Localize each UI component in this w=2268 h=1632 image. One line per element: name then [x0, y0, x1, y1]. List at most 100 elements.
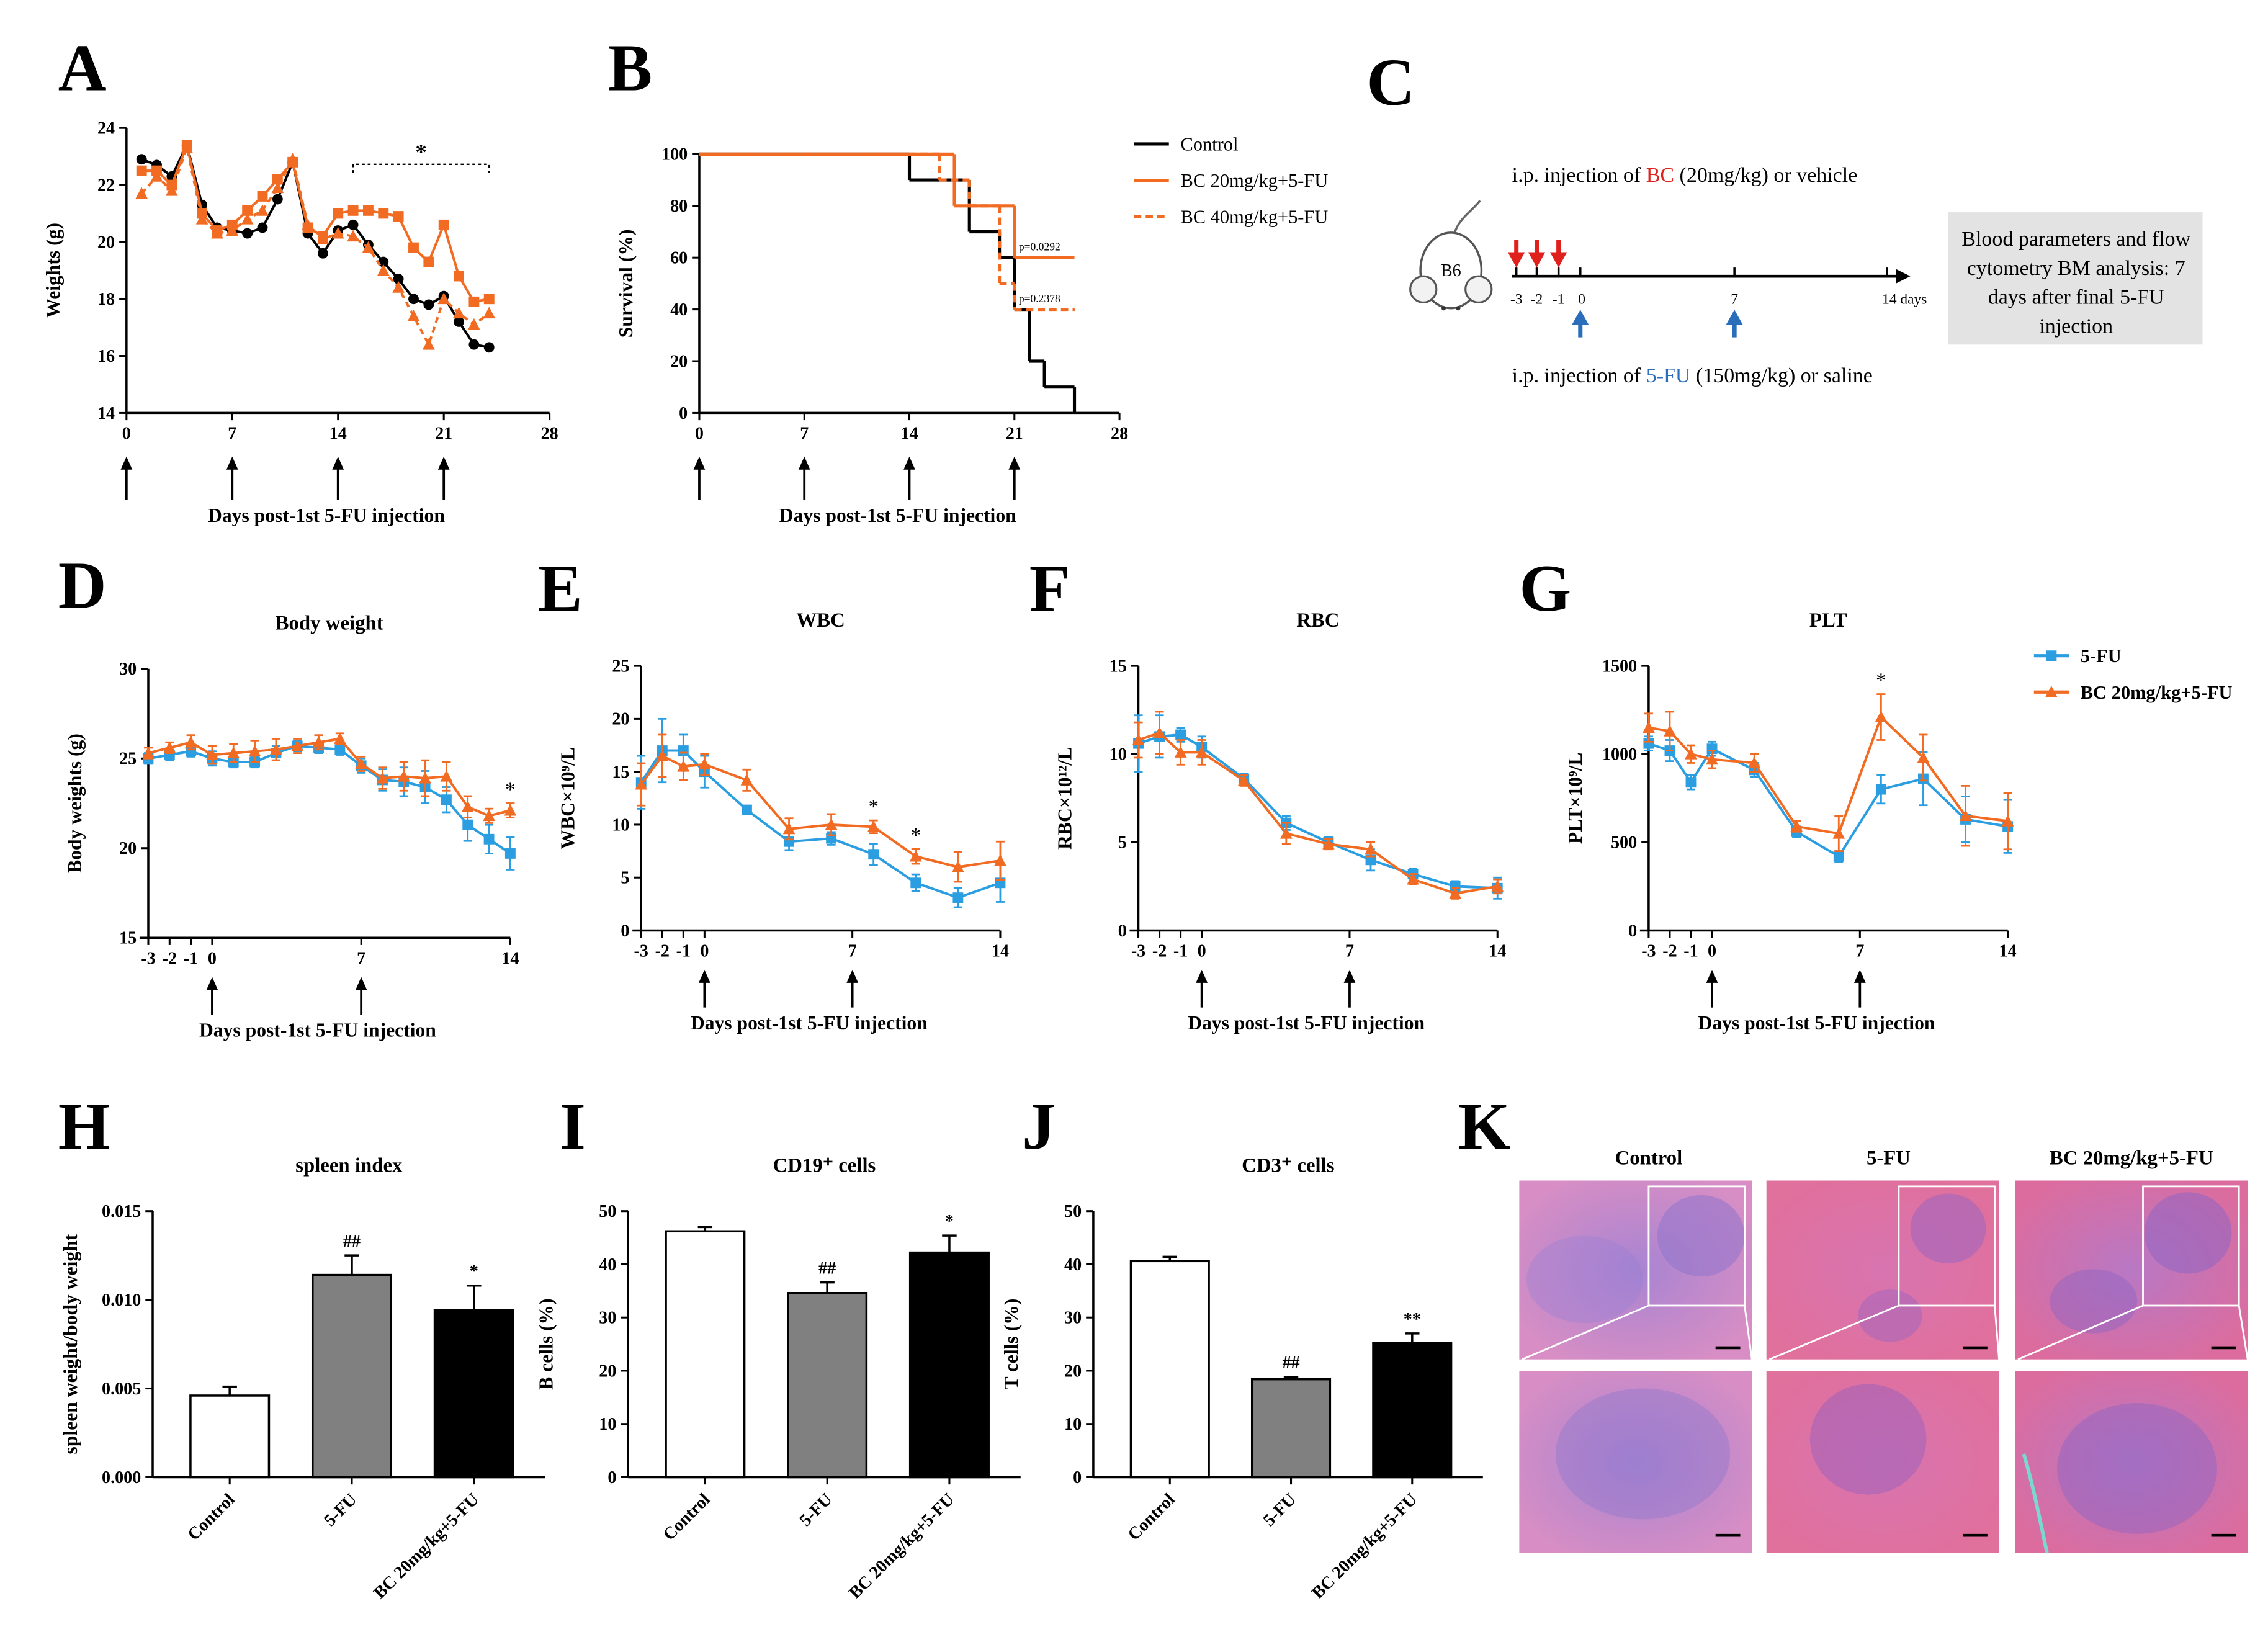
- bar: [189, 1394, 271, 1479]
- y-tick-label: 15: [612, 763, 629, 782]
- x-tick-label: -3: [141, 949, 155, 968]
- schematic: C i.p. injection of BC (20mg/kg) or vehi…: [1366, 46, 2203, 387]
- y-tick-label: 5: [1118, 833, 1127, 853]
- chart-title: RBC: [1296, 609, 1339, 632]
- timeline-label: -2: [1531, 292, 1543, 308]
- marker: [256, 204, 269, 216]
- annotation: ##: [343, 1232, 361, 1251]
- marker: [272, 194, 283, 205]
- tissue: [1555, 1388, 1731, 1520]
- marker: [333, 732, 346, 744]
- tissue: [2057, 1402, 2217, 1534]
- y-tick-label: 1000: [1602, 745, 1637, 764]
- marker: [242, 205, 253, 216]
- column-label: 5-FU: [1867, 1147, 1911, 1170]
- chart-title: Body weight: [276, 612, 383, 635]
- bar: [787, 1291, 868, 1479]
- timeline-label: -3: [1510, 292, 1523, 308]
- y-tick-label: 0: [607, 1468, 616, 1487]
- annotation: *: [945, 1212, 954, 1231]
- marker: [347, 230, 359, 242]
- y-tick-label: 30: [119, 660, 137, 679]
- x-tick-label: 21: [1006, 424, 1023, 444]
- y-tick-label: 60: [670, 249, 688, 268]
- text: 5-FU: [1646, 364, 1691, 387]
- marker: [440, 769, 453, 782]
- marker: [1706, 753, 1718, 765]
- timeline-label: 7: [1731, 292, 1738, 308]
- marker: [423, 299, 434, 310]
- marker: [483, 294, 495, 305]
- text: i.p. injection of: [1512, 364, 1646, 387]
- marker: [910, 877, 921, 889]
- annotation: *: [1876, 670, 1886, 692]
- arrow-head: [1853, 969, 1866, 983]
- y-tick-label: 15: [1109, 657, 1127, 676]
- marker: [2046, 650, 2057, 661]
- arrow-head: [355, 977, 367, 990]
- marker: [952, 892, 964, 903]
- x-tick-label: 14: [992, 942, 1009, 961]
- series-line: [1137, 731, 1498, 895]
- marker: [1365, 854, 1376, 866]
- x-tick-label: 7: [1855, 942, 1864, 961]
- y-tick-label: 0: [679, 404, 688, 423]
- histology: K Control 5-FU BC 20mg/kg+5-FU: [1458, 1090, 2249, 1553]
- marker: [181, 141, 194, 153]
- marker: [211, 226, 223, 239]
- y-tick-label: 0: [1118, 921, 1127, 941]
- marker: [257, 191, 268, 202]
- marker: [393, 211, 404, 222]
- y-axis-label: Weights (g): [42, 223, 64, 318]
- x-tick-label: 7: [848, 942, 857, 961]
- marker: [241, 212, 254, 225]
- marker: [347, 219, 359, 230]
- bar: [665, 1230, 746, 1479]
- marker: [441, 794, 452, 805]
- x-tick-label: 5-FU: [796, 1490, 836, 1530]
- bar: [1129, 1260, 1210, 1479]
- x-tick-label: -3: [1641, 942, 1656, 961]
- arrow-head: [206, 977, 218, 990]
- marker: [867, 820, 880, 832]
- x-axis-label: Days post-1st 5-FU injection: [1698, 1012, 1935, 1034]
- x-tick-label: 0: [700, 942, 709, 961]
- marker: [166, 184, 178, 196]
- marker: [271, 181, 284, 194]
- legend-label: Control: [1180, 134, 1238, 155]
- x-tick-label: Control: [1124, 1490, 1179, 1545]
- panel-letter: G: [1519, 552, 1571, 625]
- chart-title: spleen index: [295, 1154, 403, 1177]
- panel-letter: H: [58, 1090, 110, 1163]
- y-tick-label: 40: [1064, 1255, 1082, 1275]
- text: (150mg/kg) or saline: [1690, 364, 1872, 387]
- chart-title: CD19⁺ cells: [773, 1154, 876, 1177]
- marker: [2001, 814, 2014, 827]
- y-tick-label: 30: [1064, 1309, 1082, 1328]
- fu-arrows: [1572, 309, 1743, 338]
- marker: [1832, 827, 1845, 839]
- bar: [1372, 1342, 1453, 1479]
- marker: [1685, 747, 1697, 760]
- x-axis-label: Days post-1st 5-FU injection: [208, 504, 445, 526]
- marker: [1322, 837, 1335, 850]
- marker: [393, 274, 404, 285]
- annotation: *: [415, 140, 427, 166]
- y-axis-label: Body weights (g): [64, 733, 86, 873]
- marker: [226, 224, 239, 236]
- arrow-head: [226, 456, 238, 470]
- x-tick-label: 7: [800, 424, 809, 444]
- y-tick-label: 0: [1073, 1468, 1082, 1487]
- marker: [257, 222, 268, 233]
- x-tick-label: 28: [1111, 424, 1128, 444]
- marker: [656, 749, 669, 761]
- series-line: [148, 737, 511, 817]
- x-tick-label: 5-FU: [320, 1490, 361, 1530]
- marker: [782, 822, 796, 835]
- arrow-head: [693, 456, 706, 470]
- arrow-head: [437, 456, 450, 470]
- tissue: [1858, 1289, 1922, 1342]
- y-tick-label: 20: [97, 233, 115, 252]
- marker: [454, 271, 464, 282]
